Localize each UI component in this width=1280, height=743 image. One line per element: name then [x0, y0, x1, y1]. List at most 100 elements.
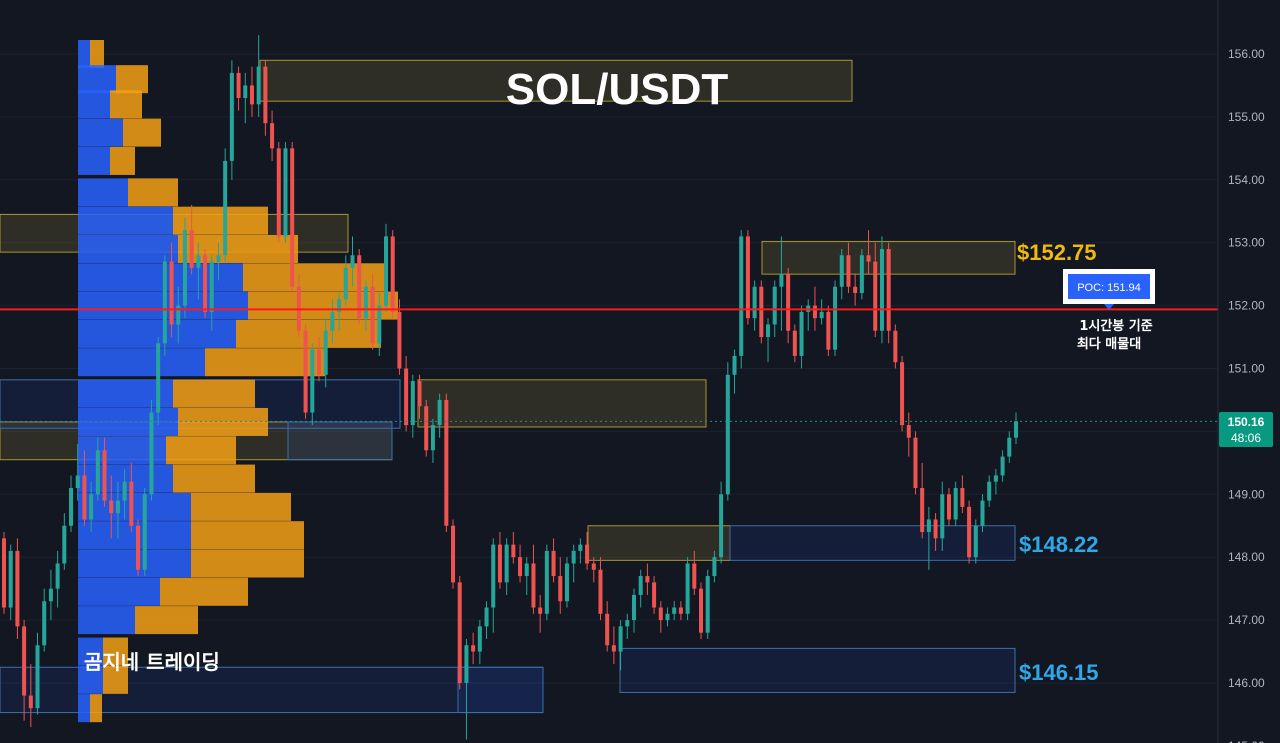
resistance-zone: [587, 525, 731, 561]
candle-body: [980, 500, 985, 526]
current-price-label: 150.16: [1228, 415, 1265, 429]
volume-profile-up-bar: [78, 178, 128, 207]
candle-body: [370, 286, 375, 344]
candle-body: [551, 550, 556, 577]
volume-profile-up-bar: [78, 348, 205, 377]
candle-body: [276, 148, 281, 237]
candle-body: [786, 274, 791, 331]
candle-body: [538, 607, 543, 614]
candle-body: [464, 645, 469, 683]
candle-body: [739, 236, 744, 356]
candle-body: [236, 72, 241, 99]
candle-body: [323, 330, 328, 375]
candle-body: [853, 286, 858, 294]
candle-body: [886, 248, 891, 331]
candle-body: [564, 563, 569, 602]
candle-body: [457, 582, 462, 683]
candle-body: [115, 500, 120, 514]
candle-body: [491, 544, 496, 608]
candle-body: [209, 261, 214, 312]
candle-body: [410, 381, 415, 426]
brand-watermark: 곰지네 트레이딩: [84, 650, 220, 674]
current-price-badge-bg: [1219, 412, 1273, 447]
volume-profile-up-bar: [78, 521, 191, 550]
candle-body: [598, 569, 603, 614]
candle-body: [303, 330, 308, 413]
candle-body: [22, 626, 27, 696]
candle-body: [558, 576, 563, 602]
volume-profile-up-bar: [78, 65, 116, 94]
candle-body: [484, 607, 489, 627]
volume-profile-down-bar: [110, 146, 135, 175]
y-tick-label: 153.00: [1228, 236, 1265, 250]
candles: [1, 35, 1019, 740]
candle-body: [873, 261, 878, 331]
candle-body: [216, 255, 221, 262]
candle-body: [799, 311, 804, 356]
volume-profile-down-bar: [90, 694, 102, 723]
candle-body: [42, 601, 47, 646]
candle-body: [290, 148, 295, 287]
candle-body: [812, 305, 817, 319]
candle-body: [973, 525, 978, 558]
poc-callout-fill: [1068, 274, 1150, 299]
y-tick-label: 152.00: [1228, 299, 1265, 313]
volume-profile-up-bar: [78, 407, 178, 436]
candle-body: [48, 588, 53, 602]
poc-callout-pointer: [1104, 304, 1114, 310]
candle-body: [900, 362, 905, 426]
volume-profile-down-bar: [191, 492, 291, 521]
candle-body: [698, 588, 704, 633]
volume-profile-down-bar: [128, 178, 178, 207]
candle-body: [69, 488, 74, 526]
candle-body: [283, 148, 288, 237]
poc-label: POC: 151.94: [1077, 282, 1141, 294]
candle-body: [95, 450, 100, 495]
candle-body: [430, 425, 435, 451]
candle-body: [437, 399, 442, 426]
candle-body: [591, 563, 596, 570]
support-zone: [729, 525, 1016, 561]
y-tick-label: 156.00: [1228, 47, 1265, 61]
candle-body: [745, 236, 750, 319]
volume-profile-up-bar: [78, 492, 191, 521]
volume-profile-down-bar: [103, 665, 128, 694]
candle-body: [839, 255, 844, 287]
candle-body: [310, 349, 315, 413]
candle-body: [859, 255, 864, 294]
candle-body: [343, 267, 348, 300]
candle-body: [625, 620, 630, 627]
volume-profile-down-bar: [248, 291, 398, 320]
volume-profile-up-bar: [78, 319, 236, 348]
candle-body: [149, 412, 154, 495]
candle-body: [940, 494, 945, 539]
volume-profile-up-bar: [78, 146, 110, 175]
candle-body: [766, 324, 771, 338]
candle-body: [203, 255, 208, 312]
candle-body: [759, 286, 764, 338]
candle-body: [967, 506, 972, 558]
candle-body: [337, 299, 342, 312]
candle-body: [611, 645, 616, 652]
candle-body: [162, 261, 167, 344]
y-tick-label: 154.00: [1228, 173, 1265, 187]
volume-profile-down-bar: [236, 319, 381, 348]
volume-profile-down-bar: [191, 521, 304, 550]
candle-body: [189, 230, 194, 268]
y-axis: 156.00 155.00 154.00 153.00 152.00 151.00 150.…: [1217, 0, 1265, 743]
candle-body: [182, 230, 187, 306]
candle-body: [819, 311, 824, 319]
candle-body: [350, 255, 355, 268]
candle-body: [249, 85, 254, 105]
candle-body: [136, 525, 141, 570]
candle-body: [732, 355, 737, 375]
candle-body: [471, 645, 476, 652]
volume-profile-up-bar: [78, 90, 110, 119]
candle-body: [833, 286, 838, 350]
candle-body: [879, 248, 884, 331]
candle-body: [263, 66, 268, 124]
candle-body: [725, 374, 730, 495]
candle-body: [169, 261, 174, 325]
volume-profile-up-bar: [78, 263, 243, 292]
